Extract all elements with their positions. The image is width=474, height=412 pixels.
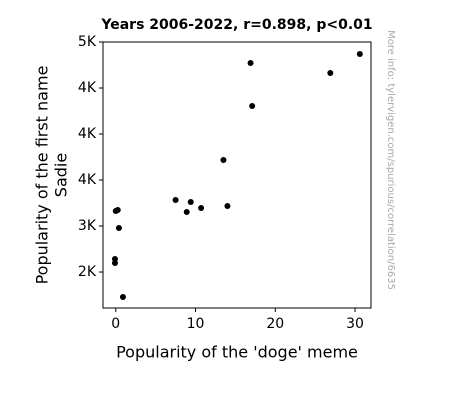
y-tick-label: 4K — [78, 80, 97, 96]
point — [198, 204, 205, 211]
watermark: More info: tylervigen.com/spurious/corre… — [385, 30, 396, 290]
point — [247, 59, 254, 66]
point — [327, 70, 334, 77]
y-tick-label: 5K — [78, 34, 97, 50]
x-tick-label: 30 — [346, 316, 364, 332]
plot-frame — [102, 41, 372, 309]
y-tick-label: 4K — [78, 172, 97, 188]
point — [187, 199, 194, 206]
point — [119, 294, 126, 301]
y-tick-label: 3K — [78, 218, 97, 234]
point — [183, 209, 190, 216]
point — [224, 203, 231, 210]
x-axis-label: Popularity of the 'doge' meme — [116, 343, 358, 362]
point — [114, 207, 121, 214]
point — [249, 103, 256, 110]
y-tick-label: 4K — [78, 126, 97, 142]
point — [111, 260, 118, 267]
y-axis-label: Popularity of the first name — [33, 66, 52, 285]
x-tick-label: 10 — [187, 316, 205, 332]
point — [356, 50, 363, 57]
point — [115, 225, 122, 232]
chart-title: Years 2006-2022, r=0.898, p<0.01 — [100, 17, 372, 33]
point — [172, 196, 179, 203]
x-tick-label: 20 — [266, 316, 284, 332]
x-tick-label: 0 — [111, 316, 120, 332]
y-tick-label: 2K — [78, 264, 97, 280]
y-axis-label: Sadie — [52, 153, 71, 197]
point — [220, 157, 227, 164]
